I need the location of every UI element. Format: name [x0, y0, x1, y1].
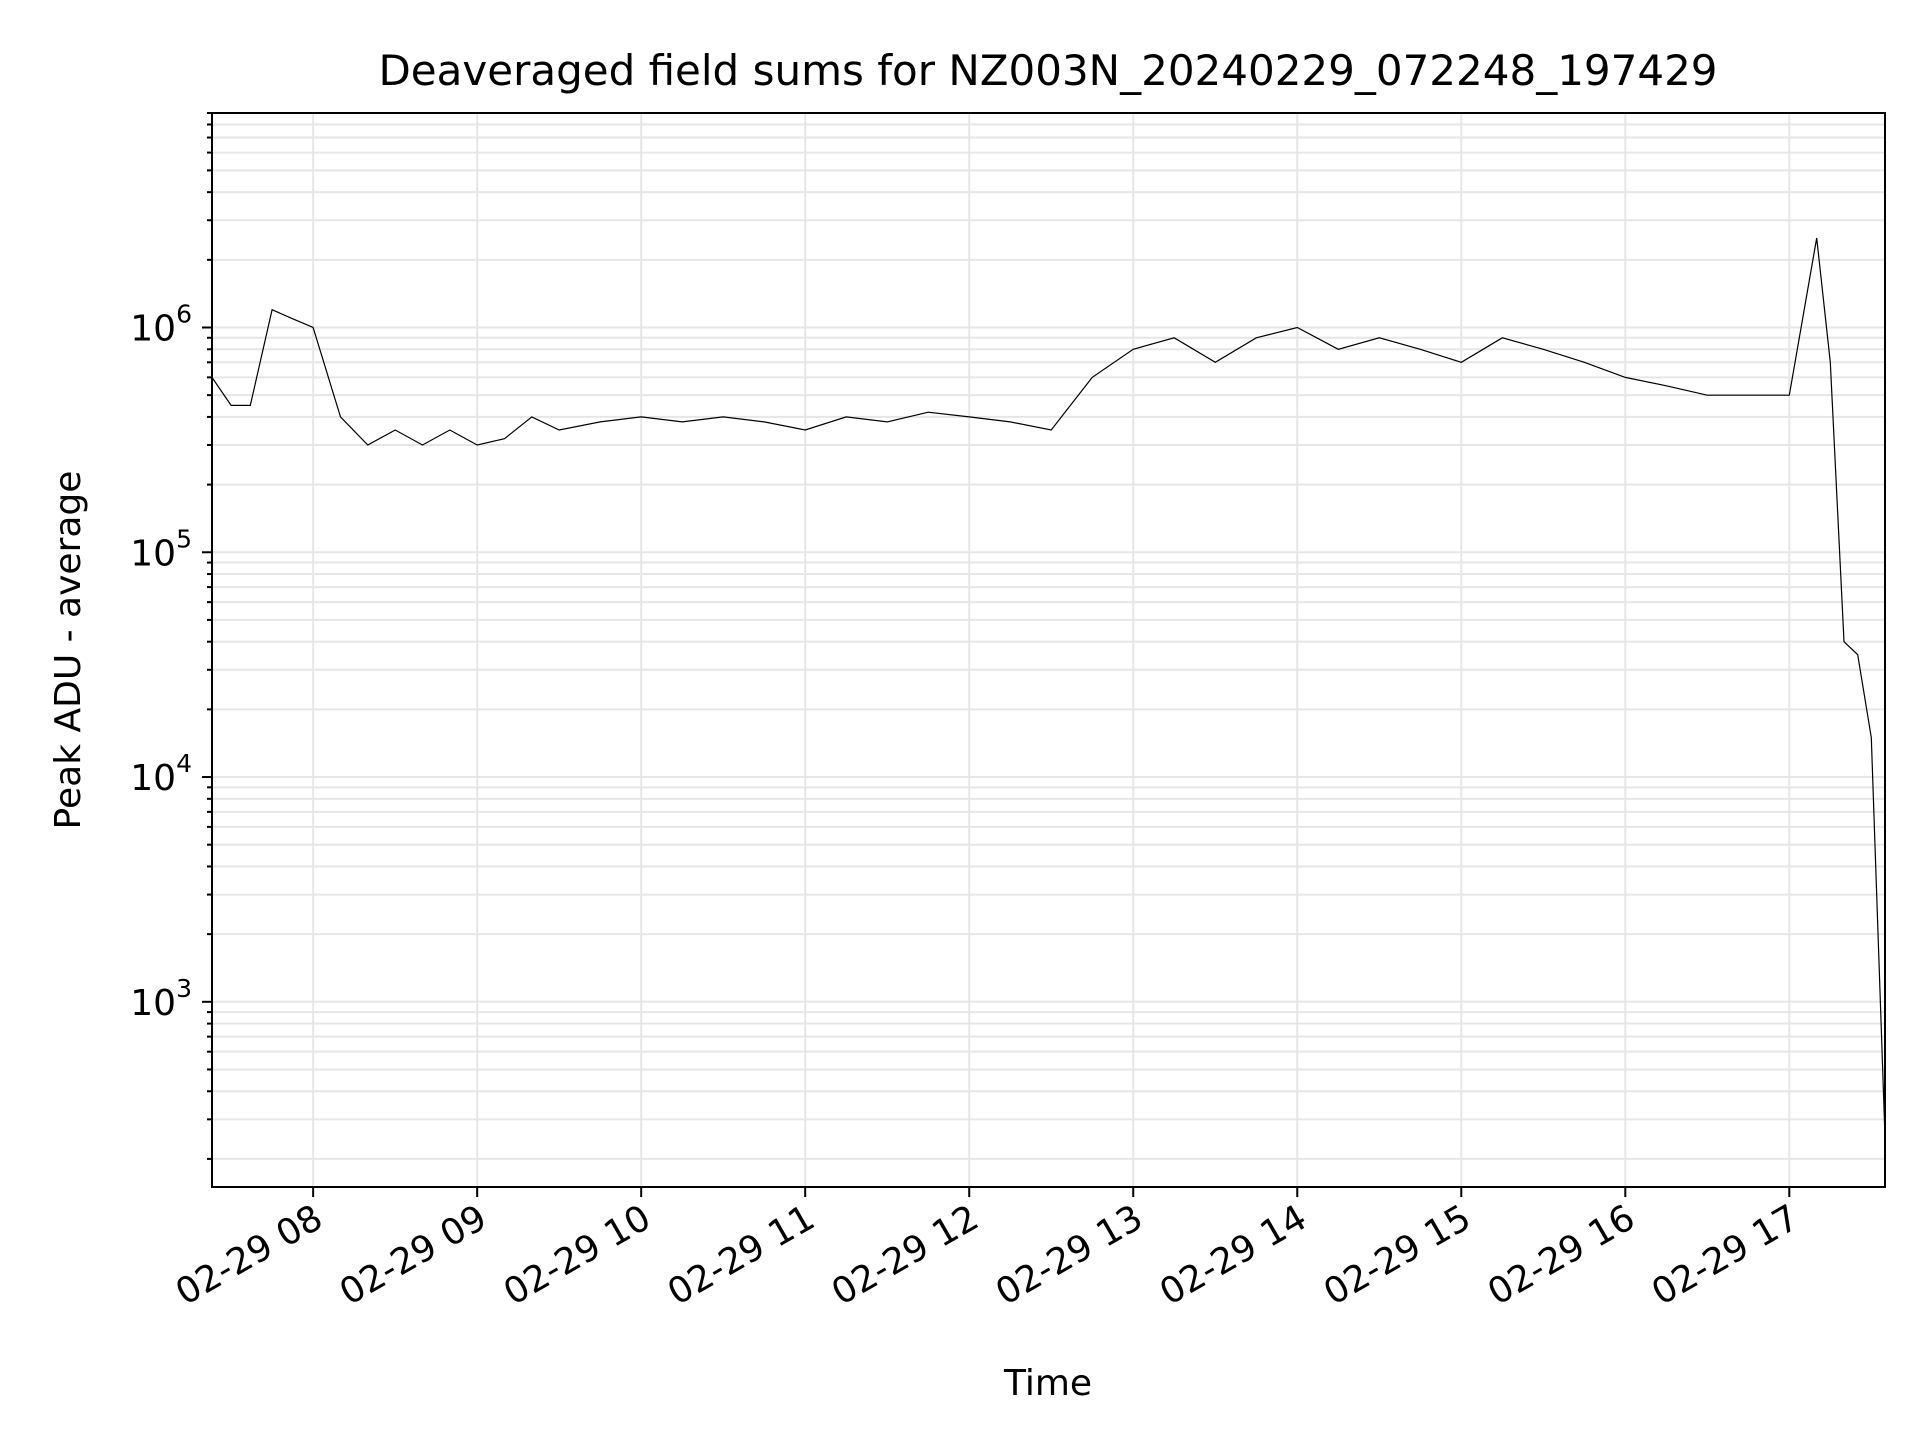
x-tick-label: 02-29 16	[1481, 1197, 1642, 1313]
y-tick-exponent: 4	[176, 749, 192, 778]
x-axis: 02-29 08 02-29 09 02-29 10 02-29 11 02-29 12…	[169, 1187, 1806, 1314]
y-tick-exponent: 6	[176, 299, 192, 328]
y-tick-label: 103	[130, 974, 192, 1024]
grid	[212, 112, 1885, 1187]
x-tick-label: 02-29 17	[1645, 1197, 1806, 1313]
x-tick-label: 02-29 10	[497, 1197, 658, 1313]
x-tick-label: 02-29 15	[1317, 1197, 1478, 1313]
x-tick-label: 02-29 11	[661, 1197, 822, 1313]
x-tick-label: 02-29 08	[169, 1197, 330, 1313]
chart-title: Deaveraged field sums for NZ003N_2024022…	[378, 46, 1717, 95]
x-tick-label: 02-29 12	[825, 1197, 986, 1313]
y-tick-base: 10	[130, 983, 176, 1024]
y-tick-base: 10	[130, 533, 176, 574]
y-tick-exponent: 3	[176, 974, 192, 1003]
y-tick-base: 10	[130, 758, 176, 799]
y-tick-label: 106	[130, 299, 192, 349]
x-tick-label: 02-29 13	[989, 1197, 1150, 1313]
series-layer	[211, 237, 1886, 1138]
plot-frame	[211, 112, 1886, 1188]
y-tick-label: 105	[130, 524, 192, 574]
series-line	[211, 237, 1886, 1138]
x-axis-label: Time	[1003, 1363, 1092, 1404]
y-axis-label: Peak ADU - average	[48, 471, 89, 830]
x-tick-label: 02-29 14	[1153, 1197, 1314, 1313]
x-tick-label: 02-29 09	[333, 1197, 494, 1313]
y-tick-exponent: 5	[176, 524, 192, 553]
y-tick-base: 10	[130, 308, 176, 349]
y-tick-label: 104	[130, 749, 192, 799]
